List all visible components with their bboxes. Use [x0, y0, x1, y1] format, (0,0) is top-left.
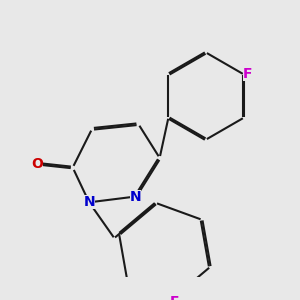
Text: N: N: [130, 190, 141, 203]
Text: F: F: [170, 295, 180, 300]
Text: O: O: [31, 157, 43, 171]
Text: N: N: [83, 195, 95, 209]
Text: F: F: [243, 67, 252, 81]
